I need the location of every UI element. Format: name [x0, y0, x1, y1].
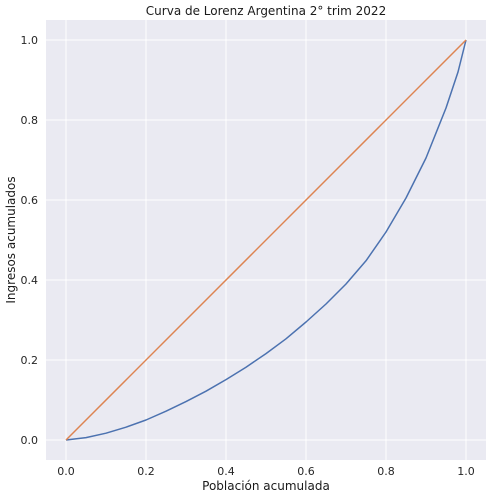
grid-lines	[46, 20, 486, 460]
x-tick-label: 0.0	[57, 465, 75, 478]
x-axis-label: Población acumulada	[202, 479, 330, 493]
y-tick-label: 0.8	[21, 114, 39, 127]
y-tick-labels: 0.0 0.2 0.4 0.6 0.8 1.0	[21, 34, 39, 447]
y-axis-label: Ingresos acumulados	[4, 176, 18, 303]
x-tick-label: 1.0	[457, 465, 475, 478]
lorenz-curve-line	[65, 39, 467, 441]
chart-title: Curva de Lorenz Argentina 2° trim 2022	[146, 4, 386, 18]
x-tick-label: 0.2	[137, 465, 155, 478]
y-tick-label: 0.0	[21, 434, 39, 447]
y-tick-label: 0.4	[21, 274, 39, 287]
x-tick-label: 0.6	[297, 465, 315, 478]
x-tick-label: 0.8	[377, 465, 395, 478]
y-tick-label: 0.6	[21, 194, 39, 207]
y-tick-label: 1.0	[21, 34, 39, 47]
series-lines	[65, 39, 467, 441]
equality-line	[65, 39, 467, 441]
x-tick-label: 0.4	[217, 465, 235, 478]
y-tick-label: 0.2	[21, 354, 39, 367]
x-tick-labels: 0.0 0.2 0.4 0.6 0.8 1.0	[57, 465, 475, 478]
